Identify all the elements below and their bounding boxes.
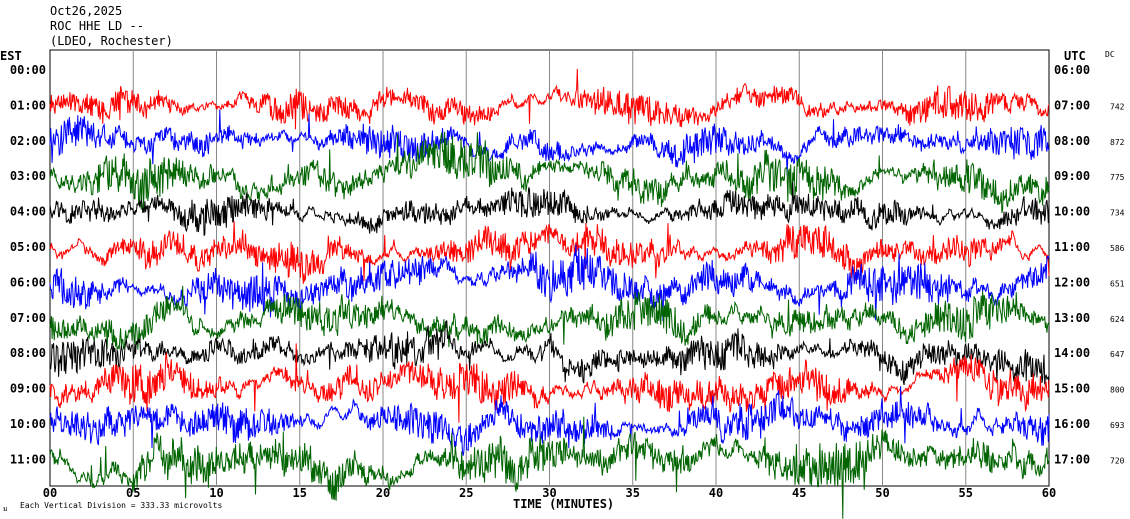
right-time-8: 14:00 [1054, 346, 1090, 360]
left-time-6: 06:00 [10, 275, 46, 289]
x-tick-25: 25 [459, 486, 473, 500]
trace-row-2 [49, 109, 1050, 176]
right-time-2: 08:00 [1054, 134, 1090, 148]
right-time-10: 16:00 [1054, 417, 1090, 431]
trace-row-11 [49, 416, 1050, 519]
left-time-11: 11:00 [10, 452, 46, 466]
right-timezone-label: UTC [1064, 49, 1086, 63]
dc-value-9: 800 [1110, 386, 1125, 395]
dc-value-8: 647 [1110, 350, 1125, 359]
x-tick-10: 10 [209, 486, 223, 500]
trace-row-3 [49, 131, 1050, 214]
right-time-0: 06:00 [1054, 63, 1090, 77]
left-time-1: 01:00 [10, 98, 46, 112]
network-name: (LDEO, Rochester) [50, 34, 173, 48]
left-time-4: 04:00 [10, 205, 46, 219]
dc-value-5: 586 [1110, 244, 1125, 253]
trace-row-9 [49, 343, 1050, 423]
x-tick-00: 00 [43, 486, 57, 500]
dc-value-4: 734 [1110, 209, 1125, 218]
corner-mark: ม [3, 505, 8, 513]
x-axis-label: TIME (MINUTES) [513, 497, 614, 511]
dc-value-6: 651 [1110, 279, 1125, 288]
x-tick-50: 50 [875, 486, 889, 500]
x-tick-05: 05 [126, 486, 140, 500]
x-tick-20: 20 [376, 486, 390, 500]
left-time-0: 00:00 [10, 63, 46, 77]
left-time-10: 10:00 [10, 417, 46, 431]
dc-value-7: 624 [1110, 315, 1125, 324]
trace-row-5 [49, 221, 1050, 284]
right-time-labels: 06:00 07:00 08:00 09:00 10:00 11:00 12:00 13:00… [1054, 63, 1090, 466]
right-time-1: 07:00 [1054, 98, 1090, 112]
right-time-5: 11:00 [1054, 240, 1090, 254]
dc-value-1: 742 [1110, 102, 1125, 111]
left-time-labels: 00:00 01:00 02:00 03:00 04:00 05:00 06:00 07:00… [10, 63, 46, 466]
dc-header: DC [1105, 50, 1115, 59]
trace-row-4 [49, 181, 1050, 236]
right-time-6: 12:00 [1054, 275, 1090, 289]
x-tick-40: 40 [709, 486, 723, 500]
trace-row-6 [49, 244, 1050, 322]
trace-row-8 [49, 320, 1050, 395]
x-tick-35: 35 [626, 486, 640, 500]
x-tick-15: 15 [293, 486, 307, 500]
left-time-2: 02:00 [10, 134, 46, 148]
trace-row-7 [49, 285, 1050, 352]
right-time-11: 17:00 [1054, 452, 1090, 466]
x-tick-labels: 00 05 10 15 20 25 30 35 40 45 50 55 60 [43, 486, 1056, 500]
dc-value-10: 693 [1110, 421, 1125, 430]
x-tick-60: 60 [1042, 486, 1056, 500]
left-time-7: 07:00 [10, 311, 46, 325]
x-tick-30: 30 [542, 486, 556, 500]
right-time-7: 13:00 [1054, 311, 1090, 325]
trace-row-1 [49, 68, 1050, 130]
x-tick-55: 55 [959, 486, 973, 500]
left-timezone-label: EST [0, 49, 22, 63]
dc-value-3: 775 [1110, 173, 1125, 182]
left-time-8: 08:00 [10, 346, 46, 360]
left-time-5: 05:00 [10, 240, 46, 254]
trace-group [49, 68, 1050, 519]
chart-date: Oct26,2025 [50, 4, 123, 18]
x-tick-45: 45 [792, 486, 806, 500]
right-time-3: 09:00 [1054, 169, 1090, 183]
left-time-9: 09:00 [10, 382, 46, 396]
vertical-division-note: Each Vertical Division = 333.33 microvol… [20, 501, 222, 510]
left-time-3: 03:00 [10, 169, 46, 183]
right-time-9: 15:00 [1054, 382, 1090, 396]
station-code: ROC HHE LD -- [50, 19, 144, 33]
trace-row-10 [49, 386, 1050, 456]
dc-value-2: 872 [1110, 138, 1125, 147]
dc-value-11: 720 [1110, 456, 1125, 465]
dc-value-labels: 742 872 775 734 586 651 624 647 800 693 720 [1110, 102, 1125, 465]
right-time-4: 10:00 [1054, 205, 1090, 219]
